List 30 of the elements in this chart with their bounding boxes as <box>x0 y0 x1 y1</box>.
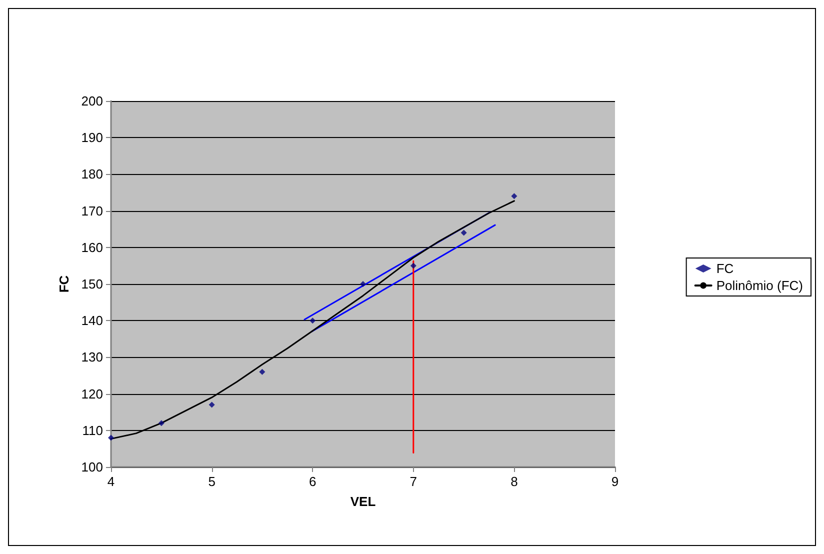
y-tick-label: 140 <box>81 313 103 328</box>
y-tick-label: 130 <box>81 350 103 365</box>
x-tick-label: 9 <box>611 474 619 489</box>
y-tick-label: 100 <box>81 460 103 474</box>
x-tick-label: 8 <box>510 474 518 489</box>
point <box>259 368 266 375</box>
point <box>158 420 164 426</box>
legend-label: Polinômio (FC) <box>716 278 804 293</box>
point <box>208 402 215 408</box>
y-tick-label: 170 <box>81 203 103 218</box>
point <box>511 193 518 200</box>
y-tick-label: 180 <box>81 166 103 182</box>
y-tick-label: 190 <box>81 130 103 146</box>
y-tick-label: 150 <box>81 276 103 292</box>
point <box>360 281 366 287</box>
point <box>108 434 114 441</box>
x-tick-label: 5 <box>208 474 216 489</box>
x-axis-title: VEL <box>350 494 376 509</box>
y-axis-title: FC <box>56 274 72 293</box>
x-tick-label: 7 <box>410 474 418 489</box>
y-tick-label: 200 <box>81 94 103 108</box>
y-tick-label: 110 <box>82 422 103 438</box>
point <box>410 262 416 269</box>
point <box>460 230 467 236</box>
x-tick-label: 4 <box>107 474 115 489</box>
legend-label: FC <box>716 261 734 276</box>
point <box>310 318 316 324</box>
x-tick-label: 6 <box>308 474 316 489</box>
y-tick-label: 160 <box>81 240 103 255</box>
y-tick-label: 120 <box>81 386 103 402</box>
